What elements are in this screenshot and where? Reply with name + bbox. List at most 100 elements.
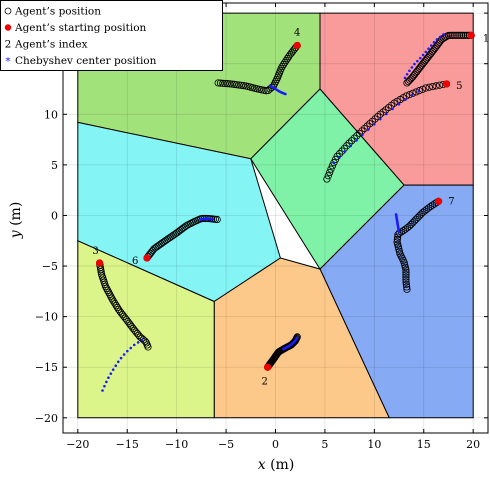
chebyshev-center-marker [421,53,425,57]
agent-position-marker [226,80,234,88]
agent-position-marker [406,76,414,84]
legend-box [0,0,223,71]
chebyshev-center-marker [416,59,419,63]
agent-position-marker [459,31,468,39]
chebyshev-center-marker [107,376,110,380]
agent-start-marker [263,363,272,371]
agent-3-trajectory: 3 [92,246,152,392]
chebyshev-center-marker [355,139,358,142]
chebyshev-center-marker [295,336,299,340]
agent-position-marker [407,75,415,83]
region-agent-7 [319,184,474,419]
chebyshev-center-marker [114,364,118,368]
agent-position-marker [326,168,334,177]
x-tick-label: −20 [66,438,89,451]
agent-index-label: 2 [261,376,267,387]
region-agent-2 [213,257,390,419]
chebyshev-center-marker [111,368,115,371]
agent-7-trajectory: 7 [393,196,455,293]
y-axis-label-unit: (m) [8,202,24,231]
agent-position-marker [328,162,336,170]
agent-position-marker [105,288,113,296]
legend-label: Agent’s starting position [14,22,147,34]
agent-position-marker [409,89,417,97]
y-tick-label: 10 [44,108,58,121]
chebyshev-center-marker [372,122,376,126]
chebyshev-center-marker [405,72,409,76]
x-axis-label-var: x [258,457,266,473]
chebyshev-center-marker [105,380,108,384]
chebyshev-center-marker [136,341,140,344]
agent-position-marker [448,31,456,39]
x-axis-label: x (m) [258,457,295,473]
agent-position-marker [374,112,382,121]
agent-position-marker [103,284,111,293]
chebyshev-center-marker [397,230,401,233]
chebyshev-center-marker [397,102,401,106]
agent-position-marker [402,271,410,279]
y-tick-label: −5 [42,260,58,273]
agent-position-marker [402,280,410,289]
agent-position-marker [402,268,410,276]
chebyshev-center-marker [332,161,336,165]
agent-position-marker [107,292,115,300]
agent-position-marker [355,129,363,137]
agent-5-trajectory: 5 [323,80,463,183]
agent-position-marker [360,124,369,133]
x-tick-label: 20 [466,438,480,451]
chebyshev-center-marker [140,338,144,342]
agent-position-marker [425,83,433,91]
chebyshev-center-marker [361,133,364,137]
agent-position-marker [104,286,112,294]
agent-position-marker [350,134,358,142]
agent-position-marker [149,246,157,255]
chebyshev-center-marker [442,33,445,36]
agent-position-marker [216,79,225,87]
legend-label: Agent’s index [14,39,88,51]
legend: Agent’s position Agent’s starting positio… [0,0,223,71]
y-axis-label: y (m) [8,202,24,240]
x-tick-label: −15 [116,438,139,451]
agent-position-marker [213,215,221,224]
agent-position-marker [415,87,423,95]
agent-position-marker [230,80,238,88]
legend-marker-chebyshev: * [5,56,11,68]
chebyshev-center-marker [101,389,104,392]
agent-position-marker [293,333,301,341]
agent-position-marker [228,80,236,88]
chebyshev-center-marker [413,62,416,66]
agent-start-marker [467,31,475,39]
agent-start-marker [434,197,443,205]
chebyshev-center-marker [378,117,382,121]
chebyshev-center-marker [438,35,442,39]
agent-position-marker [113,303,122,312]
y-tick-label: 0 [51,209,58,222]
chebyshev-center-marker [349,144,353,148]
agent-position-marker [190,218,198,226]
agent-position-marker [402,275,410,284]
agent-position-marker [366,120,374,128]
agent-index-label: 4 [294,27,300,38]
chebyshev-center-marker [109,372,113,375]
agent-position-marker [446,31,454,39]
chebyshev-center-marker [408,69,411,73]
x-tick-label: 0 [272,438,279,451]
chebyshev-center-marker [119,356,123,360]
agent-index-label: 3 [92,246,98,257]
agent-position-marker [403,285,411,293]
agent-position-marker [111,300,119,308]
agent-index-label: 6 [132,256,138,267]
chebyshev-center-marker [122,353,126,356]
agent-position-marker [404,77,412,86]
agent-position-marker [402,266,410,274]
agent-position-marker [331,155,340,164]
chebyshev-center-marker [410,66,414,69]
agent-2-trajectory: 2 [261,333,301,387]
agent-start-marker [293,41,301,50]
y-axis-label-var: y [8,229,24,239]
agent-position-marker [233,81,241,89]
agent-4-trajectory: 4 [214,27,301,96]
agent-position-marker [429,82,437,91]
agent-position-marker [399,226,408,235]
